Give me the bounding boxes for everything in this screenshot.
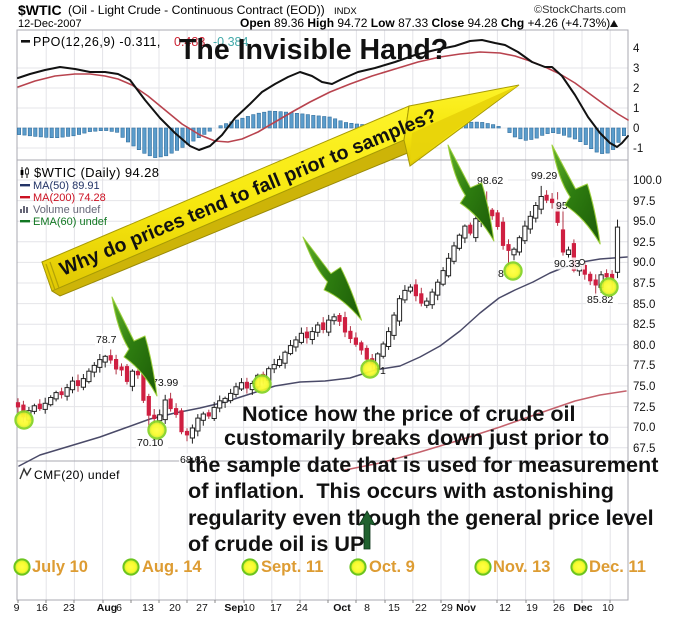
svg-text:90.33: 90.33	[554, 258, 580, 270]
svg-text:73.99: 73.99	[152, 377, 178, 389]
svg-text:Sep: Sep	[224, 602, 243, 614]
svg-text:23: 23	[63, 602, 75, 614]
svg-text:$WTIC (Daily) 94.28: $WTIC (Daily) 94.28	[34, 165, 159, 180]
svg-text:(Oil - Light Crude - Continuou: (Oil - Light Crude - Continuous Contract…	[68, 3, 325, 17]
svg-text:CMF(20) undef: CMF(20) undef	[34, 468, 120, 482]
svg-text:15: 15	[388, 602, 400, 614]
svg-text:100.0: 100.0	[633, 175, 662, 187]
svg-text:12-Dec-2007: 12-Dec-2007	[18, 18, 82, 30]
svg-text:16: 16	[36, 602, 48, 614]
svg-text:of crude oil is UP: of crude oil is UP	[188, 531, 364, 556]
svg-text:EMA(60) undef: EMA(60) undef	[33, 216, 108, 228]
svg-text:24: 24	[296, 602, 308, 614]
svg-text:MA(50) 89.91: MA(50) 89.91	[33, 180, 100, 192]
svg-text:67.5: 67.5	[633, 443, 655, 455]
svg-text:PPO(12,26,9) -0.311,: PPO(12,26,9) -0.311,	[33, 35, 161, 49]
svg-text:85.0: 85.0	[633, 299, 655, 311]
svg-text:68.63: 68.63	[180, 454, 206, 466]
svg-text:77.5: 77.5	[633, 360, 655, 372]
svg-text:26: 26	[553, 602, 565, 614]
svg-text:customarily breaks down just p: customarily breaks down just prior to	[224, 425, 609, 450]
svg-text:©StockCharts.com: ©StockCharts.com	[534, 4, 626, 16]
svg-text:80.0: 80.0	[633, 340, 655, 352]
svg-text:0: 0	[633, 123, 639, 135]
svg-text:The Invisible Hand?: The Invisible Hand?	[179, 34, 448, 66]
svg-text:87.5: 87.5	[633, 278, 655, 290]
svg-text:$WTIC: $WTIC	[18, 2, 62, 18]
svg-text:-1: -1	[633, 143, 643, 155]
svg-text:17: 17	[270, 602, 282, 614]
svg-text:90.0: 90.0	[633, 257, 655, 269]
svg-text:of inflation. This occurs wit: of inflation. This occurs with astonishi…	[188, 478, 614, 503]
svg-text:13: 13	[142, 602, 154, 614]
svg-text:82.5: 82.5	[633, 319, 655, 331]
svg-text:10: 10	[602, 602, 614, 614]
svg-text:Notice how the price of crude: Notice how the price of crude oil	[242, 401, 576, 426]
svg-text:70.10: 70.10	[137, 437, 163, 449]
svg-text:Aug: Aug	[97, 602, 117, 614]
svg-text:92.5: 92.5	[633, 237, 655, 249]
svg-text:8: 8	[364, 602, 370, 614]
svg-text:1: 1	[633, 103, 639, 115]
svg-text:29: 29	[441, 602, 453, 614]
svg-text:2: 2	[633, 83, 639, 95]
svg-text:27: 27	[196, 602, 208, 614]
svg-text:8: 8	[498, 268, 504, 280]
svg-text:9: 9	[14, 602, 20, 614]
svg-text:INDX: INDX	[334, 6, 357, 17]
svg-text:Volume undef: Volume undef	[33, 204, 101, 216]
svg-text:85.82: 85.82	[587, 294, 613, 306]
svg-text:75.0: 75.0	[633, 381, 655, 393]
svg-text:97.5: 97.5	[633, 196, 655, 208]
svg-text:July 10: July 10	[32, 558, 88, 576]
svg-text:0.483,: 0.483,	[174, 35, 209, 49]
svg-text:Nov: Nov	[456, 602, 476, 614]
svg-text:95.0: 95.0	[633, 216, 655, 228]
svg-text:99.29: 99.29	[531, 170, 557, 182]
svg-text:Dec. 11: Dec. 11	[589, 558, 646, 576]
svg-text:19: 19	[526, 602, 538, 614]
svg-text:95: 95	[556, 200, 568, 212]
svg-text:MA(200) 74.28: MA(200) 74.28	[33, 192, 106, 204]
svg-text:6: 6	[116, 602, 122, 614]
svg-text:Oct: Oct	[333, 602, 351, 614]
svg-text:-0.384: -0.384	[213, 35, 248, 49]
svg-text:regularity even though the gen: regularity even though the general price…	[188, 505, 654, 530]
svg-text:Sept. 11: Sept. 11	[261, 558, 323, 576]
svg-text:20: 20	[169, 602, 181, 614]
svg-text:78.7: 78.7	[96, 334, 117, 346]
svg-text:Dec: Dec	[573, 602, 592, 614]
svg-text:22: 22	[415, 602, 427, 614]
svg-text:Nov. 13: Nov. 13	[493, 558, 550, 576]
svg-text:70.0: 70.0	[633, 422, 655, 434]
svg-text:72.5: 72.5	[633, 402, 655, 414]
svg-text:98.62: 98.62	[477, 175, 503, 187]
svg-text:Oct. 9: Oct. 9	[369, 558, 415, 576]
svg-text:Aug. 14: Aug. 14	[142, 558, 202, 576]
svg-text:10: 10	[243, 602, 255, 614]
svg-text:1: 1	[380, 365, 386, 377]
svg-text:12: 12	[499, 602, 511, 614]
svg-text:the sample date that is used f: the sample date that is used for measure…	[188, 452, 658, 477]
svg-text:4: 4	[633, 43, 640, 55]
svg-text:Open 89.36 High 94.72 Low 87.3: Open 89.36 High 94.72 Low 87.33 Close 94…	[240, 16, 610, 30]
svg-text:3: 3	[633, 63, 639, 75]
